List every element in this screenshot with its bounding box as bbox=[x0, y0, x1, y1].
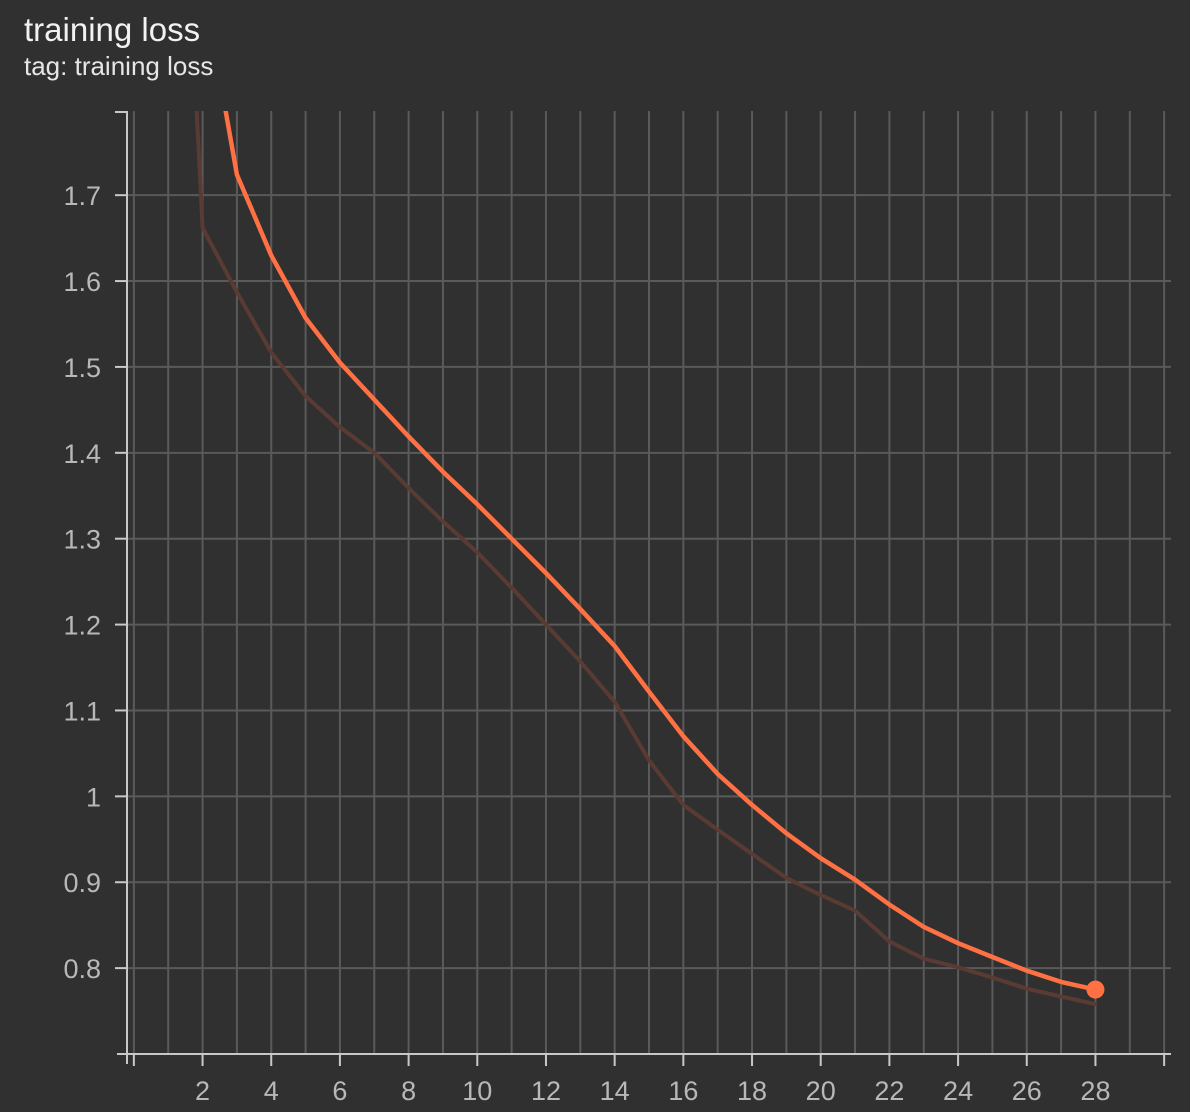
x-tick-label: 12 bbox=[531, 1076, 561, 1106]
y-tick-label: 1.2 bbox=[63, 611, 101, 641]
tick-labels: 0.80.911.11.21.31.41.51.61.72 4 6 8 10 12 14 16… bbox=[63, 181, 1110, 1106]
y-tick-label: 1 bbox=[86, 782, 101, 812]
x-tick-label: 10 bbox=[462, 1076, 492, 1106]
y-tick-label: 1.5 bbox=[63, 353, 101, 383]
x-tick-label: 22 bbox=[874, 1076, 904, 1106]
x-tick-label: 24 bbox=[943, 1076, 973, 1106]
chart-subtitle: tag: training loss bbox=[24, 51, 214, 81]
x-tick-label: 16 bbox=[668, 1076, 698, 1106]
y-tick-label: 0.9 bbox=[63, 868, 101, 898]
x-tick-label: 14 bbox=[600, 1076, 630, 1106]
y-tick-label: 1.1 bbox=[63, 696, 101, 726]
data-series bbox=[194, 111, 1098, 1007]
last-value-point[interactable] bbox=[1086, 980, 1105, 999]
x-tick-label: 8 bbox=[401, 1076, 416, 1106]
y-tick-label: 1.7 bbox=[63, 181, 101, 211]
x-tick-label: 2 bbox=[195, 1076, 210, 1106]
x-tick-label: 18 bbox=[737, 1076, 767, 1106]
x-tick-label: 28 bbox=[1080, 1076, 1110, 1106]
axes bbox=[115, 111, 1171, 1066]
x-tick-label: 26 bbox=[1012, 1076, 1042, 1106]
smoothed-loss-line bbox=[223, 111, 1098, 992]
raw-loss-line bbox=[194, 111, 1098, 1007]
x-tick-label: 6 bbox=[332, 1076, 347, 1106]
y-tick-label: 1.3 bbox=[63, 525, 101, 555]
chart-title: training loss bbox=[24, 11, 201, 48]
x-tick-label: 4 bbox=[264, 1076, 279, 1106]
highlight-markers bbox=[1086, 980, 1105, 999]
y-tick-label: 0.8 bbox=[63, 954, 101, 984]
chart-header: training loss tag: training loss bbox=[24, 10, 213, 82]
x-tick-label: 20 bbox=[806, 1076, 836, 1106]
y-tick-label: 1.6 bbox=[63, 267, 101, 297]
y-tick-label: 1.4 bbox=[63, 439, 101, 469]
grid-lines bbox=[127, 111, 1171, 1054]
